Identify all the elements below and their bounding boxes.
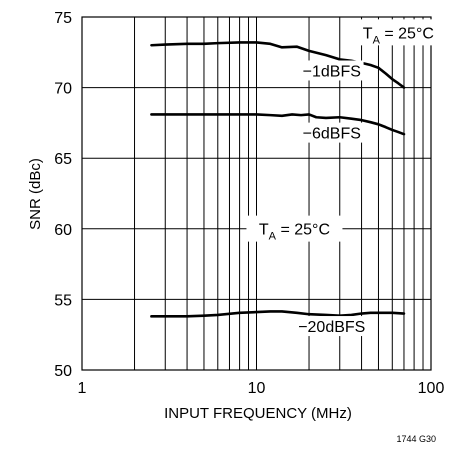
series-line [150, 41, 406, 89]
series-line [150, 113, 406, 136]
y-tick-label: 65 [54, 151, 72, 168]
y-tick-label: 50 [54, 363, 72, 380]
y-tick-label: 70 [54, 81, 72, 98]
y-tick-label: 60 [54, 222, 72, 239]
series-label: −1dBFS [303, 63, 361, 80]
temperature-annotation: TA = 25°C [363, 25, 434, 46]
chart-labels: −1dBFS −6dBFS −20dBFS TA = 25°C TA = 25°C [246, 19, 447, 337]
series-label: −6dBFS [303, 126, 361, 143]
plot-frame [81, 16, 432, 371]
figure-code: 1744 G30 [396, 434, 436, 444]
series-label-background [295, 316, 369, 337]
annotation-background [246, 215, 343, 242]
axes: 50 55 60 65 70 75 1 10 100 [54, 10, 444, 397]
x-tick-label: 10 [248, 380, 266, 397]
y-tick-label: 75 [54, 10, 72, 27]
y-tick-label: 55 [54, 292, 72, 309]
y-axis-label: SNR (dBc) [27, 158, 44, 230]
series-label: −20dBFS [298, 319, 365, 336]
x-axis-label: INPUT FREQUENCY (MHz) [164, 405, 352, 422]
temperature-annotation: TA = 25°C [259, 222, 330, 243]
series-label-background [299, 60, 364, 81]
grid-lines [82, 17, 431, 370]
x-tick-label: 100 [418, 380, 445, 397]
data-series [150, 41, 406, 318]
x-tick-label: 1 [78, 380, 87, 397]
series-line [150, 310, 406, 318]
annotation-background [350, 19, 447, 46]
series-label-background [299, 122, 364, 143]
